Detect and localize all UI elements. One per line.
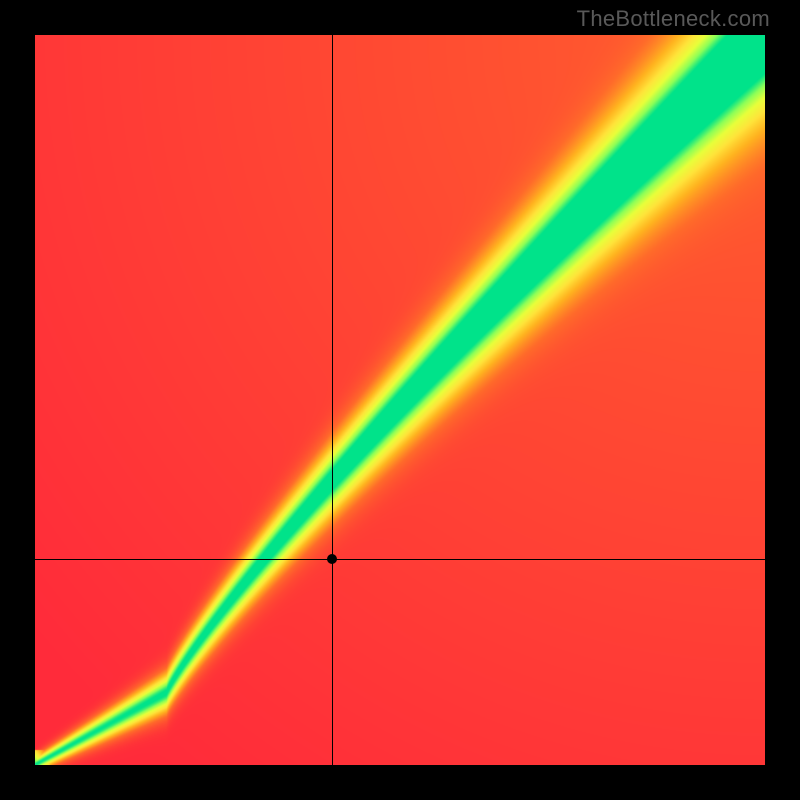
heatmap-canvas	[35, 35, 765, 765]
data-point-marker	[327, 554, 337, 564]
chart-container: TheBottleneck.com	[0, 0, 800, 800]
plot-area	[35, 35, 765, 765]
crosshair-horizontal	[35, 559, 765, 560]
crosshair-vertical	[332, 35, 333, 765]
watermark-text: TheBottleneck.com	[577, 6, 770, 32]
